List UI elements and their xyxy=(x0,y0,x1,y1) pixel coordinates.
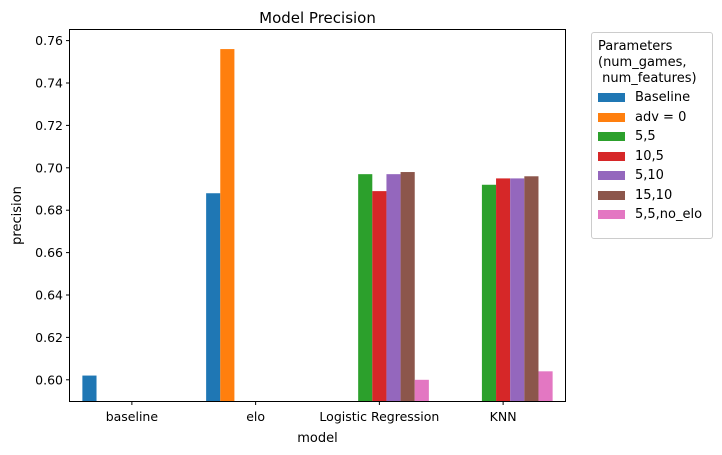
y-tick-label: 0.66 xyxy=(35,245,63,260)
bar-5-5-no-elo-logistic-regression xyxy=(414,379,429,401)
legend-swatch xyxy=(598,132,625,141)
legend-item: Baseline xyxy=(598,89,710,107)
y-tick-label: 0.64 xyxy=(35,288,63,303)
bar-15-10-logistic-regression xyxy=(400,172,415,401)
legend: Parameters (num_games, num_features) Bas… xyxy=(591,32,713,239)
legend-swatch xyxy=(598,112,625,122)
legend-swatch xyxy=(598,93,625,102)
legend-label: 15,10 xyxy=(635,187,673,203)
bar-baseline-elo xyxy=(206,193,221,401)
legend-title: Parameters (num_games, num_features) xyxy=(598,39,697,86)
y-axis-ticks: 0.60 0.62 0.64 0.66 0.68 0.70 0.72 0.74 0.76 xyxy=(35,33,70,387)
legend-swatch xyxy=(598,151,625,161)
legend-label: 5,5 xyxy=(635,129,656,144)
y-tick-label: 0.62 xyxy=(35,330,63,345)
legend-label: 5,5,no_elo xyxy=(635,207,703,222)
bar-5-5-no-elo-knn xyxy=(538,371,553,401)
y-tick-label: 0.68 xyxy=(35,203,63,218)
bar-5-5-logistic-regression xyxy=(358,174,373,401)
legend-label: Baseline xyxy=(635,90,691,105)
legend-item: 5,5,no_elo xyxy=(598,206,710,224)
x-axis-ticks: baseline elo Logistic Regression KNN xyxy=(106,401,517,424)
bar-10-5-knn xyxy=(496,178,511,401)
bar-5-10-logistic-regression xyxy=(386,174,401,401)
x-tick-label: KNN xyxy=(490,409,517,424)
y-tick-label: 0.76 xyxy=(35,33,63,48)
bar-10-5-logistic-regression xyxy=(372,191,387,401)
x-tick-label: elo xyxy=(246,409,265,424)
bar-5-10-knn xyxy=(510,178,525,401)
bar-15-10-knn xyxy=(524,176,539,401)
bars-group xyxy=(82,49,553,401)
x-tick-label: baseline xyxy=(106,409,159,424)
legend-label: 5,10 xyxy=(635,168,664,183)
y-tick-label: 0.74 xyxy=(35,76,63,91)
x-tick-label: Logistic Regression xyxy=(319,409,439,424)
legend-swatch xyxy=(598,171,625,180)
legend-swatch xyxy=(598,190,625,200)
legend-label: adv = 0 xyxy=(635,109,687,125)
bar-adv-0-elo xyxy=(220,49,235,401)
bar-5-5-knn xyxy=(481,184,497,401)
y-tick-label: 0.70 xyxy=(35,160,63,175)
y-axis-label: precision xyxy=(10,186,25,245)
legend-item: 15,10 xyxy=(598,187,710,205)
bar-baseline-baseline xyxy=(82,375,97,401)
legend-item: 5,5 xyxy=(598,128,710,146)
legend-item: 5,10 xyxy=(598,167,710,185)
y-tick-label: 0.72 xyxy=(35,118,63,133)
legend-item: 10,5 xyxy=(598,148,710,166)
legend-item: adv = 0 xyxy=(598,109,710,127)
chart-title: Model Precision xyxy=(259,9,376,27)
y-tick-label: 0.60 xyxy=(35,372,63,387)
x-axis-label: model xyxy=(297,431,337,446)
legend-label: 10,5 xyxy=(635,148,664,164)
plot-frame xyxy=(69,29,566,402)
legend-swatch xyxy=(598,210,625,219)
